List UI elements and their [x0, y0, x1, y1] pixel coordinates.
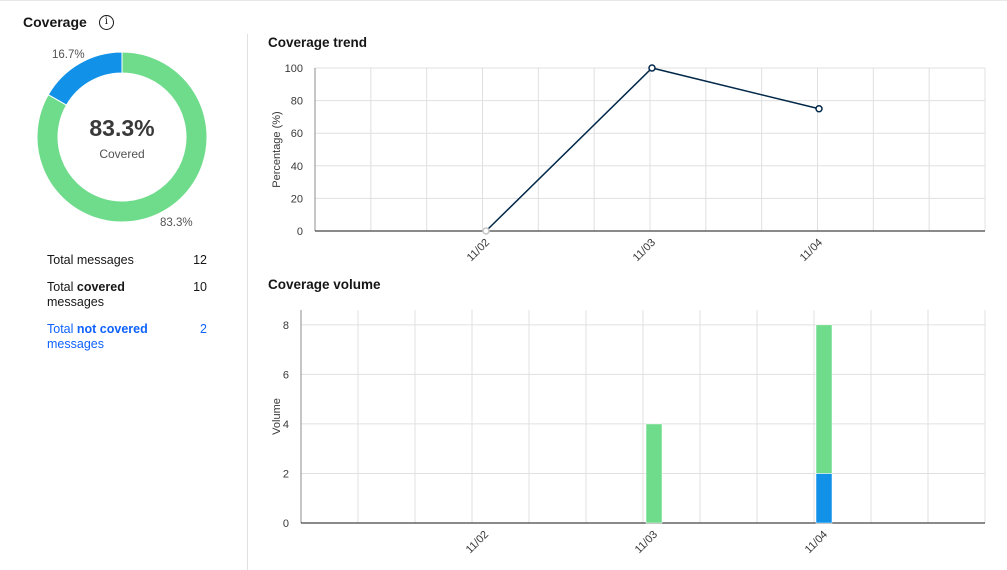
volume-xtick: 11/02	[464, 529, 491, 556]
stat-not-covered-suffix: messages	[47, 337, 104, 351]
coverage-donut: 83.3% 16.7% 83.3% Covered	[36, 49, 208, 229]
donut-label-covered: 83.3%	[160, 217, 193, 229]
stat-total-messages: Total messages 12	[47, 253, 207, 268]
stat-total-messages-value: 12	[193, 253, 207, 267]
stat-total-not-covered-label[interactable]: Total not covered messages	[47, 322, 157, 352]
donut-label-not-covered: 16.7%	[52, 49, 85, 61]
stat-not-covered-prefix: Total	[47, 322, 77, 336]
trend-ytick: 20	[291, 193, 303, 205]
volume-xtick: 11/04	[803, 529, 830, 556]
panel-divider	[247, 34, 248, 570]
trend-xtick: 11/04	[798, 237, 825, 264]
trend-ytick: 0	[297, 226, 303, 238]
volume-ytick: 4	[283, 419, 289, 431]
volume-ytick: 0	[283, 518, 289, 530]
volume-chart-title: Coverage volume	[268, 277, 381, 292]
coverage-panel: Coverage i 83.3% 16.7% 83.3% Covered Total …	[0, 0, 248, 570]
trend-point	[648, 64, 656, 72]
info-icon[interactable]: i	[98, 14, 114, 30]
trend-xtick: 11/03	[631, 237, 658, 264]
trend-ytick: 80	[291, 96, 303, 108]
stat-total-not-covered-value[interactable]: 2	[200, 322, 207, 336]
stat-not-covered-strong: not covered	[76, 322, 148, 336]
volume-chart: 0 2 4 6 8 Volume 11/02 11/03 11/04	[271, 310, 986, 556]
donut-slice-not-covered	[47, 51, 123, 106]
trend-ytick: 100	[285, 63, 303, 75]
coverage-title-text: Coverage	[23, 14, 87, 30]
trend-ytick: 40	[291, 161, 303, 173]
trend-point	[815, 105, 823, 113]
trend-xtick: 11/02	[465, 237, 492, 264]
stat-covered-strong: covered	[76, 280, 125, 294]
stat-covered-suffix: messages	[47, 295, 104, 309]
volume-ylabel: Volume	[271, 398, 283, 435]
volume-xtick: 11/03	[633, 529, 660, 556]
donut-slice-covered	[36, 51, 208, 223]
stat-total-covered: Total covered messages 10	[47, 280, 207, 310]
volume-ytick: 2	[283, 468, 289, 480]
stat-covered-prefix: Total	[47, 280, 77, 294]
trend-chart-title: Coverage trend	[268, 35, 368, 50]
trend-chart: 0 20 40 60 80 100 Percentage (%) 11/02 11/03 11/0…	[271, 63, 986, 264]
stat-total-covered-value: 10	[193, 280, 207, 294]
stat-total-not-covered[interactable]: Total not covered messages 2	[47, 322, 207, 352]
trend-point	[482, 227, 490, 235]
coverage-stats: Total messages 12 Total covered messages …	[47, 253, 207, 364]
coverage-title: Coverage i	[23, 14, 114, 30]
top-rule	[0, 0, 1007, 1]
stat-total-covered-label: Total covered messages	[47, 280, 157, 310]
stat-total-messages-label: Total messages	[47, 253, 134, 267]
trend-ylabel: Percentage (%)	[271, 111, 283, 187]
donut-center-label: Covered	[99, 147, 144, 161]
trend-series-line	[485, 67, 820, 232]
volume-ytick: 6	[283, 369, 289, 381]
volume-bar	[815, 324, 833, 474]
volume-bar	[815, 473, 833, 524]
donut-center-value: 83.3%	[89, 115, 154, 141]
volume-bar	[645, 423, 663, 524]
volume-ytick: 8	[283, 320, 289, 332]
trend-ytick: 60	[291, 128, 303, 140]
